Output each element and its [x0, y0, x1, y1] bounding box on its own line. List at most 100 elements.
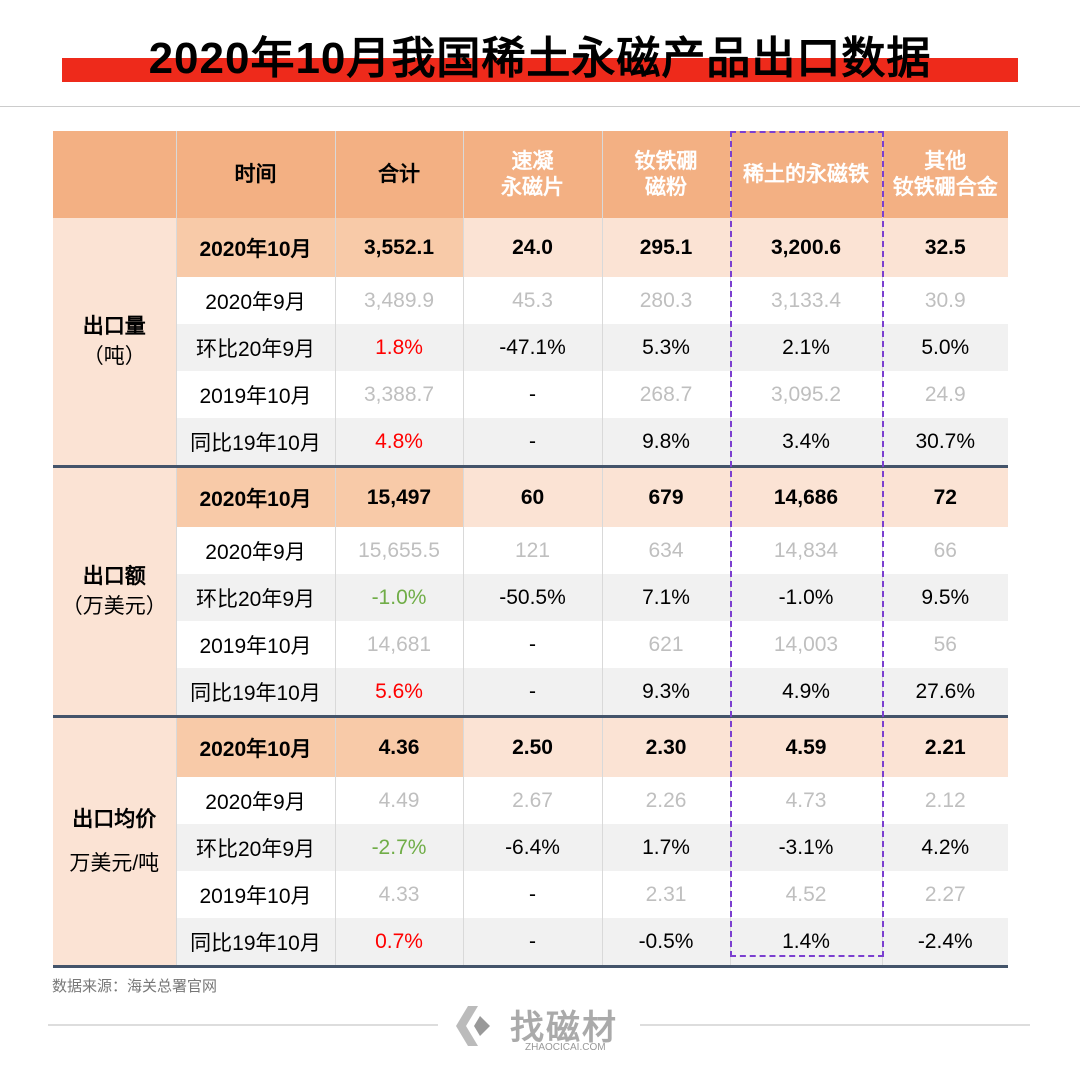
value-cell: -: [462, 418, 602, 468]
value-cell: 621: [601, 621, 730, 668]
value-cell: -2.7%: [334, 824, 463, 871]
value-cell: 3,552.1: [334, 218, 463, 277]
value-cell: 2.21: [881, 716, 1008, 777]
value-cell: 27.6%: [881, 668, 1008, 718]
value-cell: 60: [462, 466, 602, 527]
value-cell: 2.1%: [729, 324, 882, 371]
group-unit: （吨）: [82, 344, 146, 368]
value-cell: 14,003: [729, 621, 882, 668]
value-cell: 15,497: [334, 466, 463, 527]
time-cell: 2020年9月: [175, 277, 335, 324]
value-cell: -: [462, 621, 602, 668]
value-cell: -1.0%: [334, 574, 463, 621]
table-row: 2019年10月 3,388.7-268.7 3,095.2 24.9: [53, 371, 1008, 418]
value-cell: 14,834: [729, 527, 882, 574]
value-cell: -2.4%: [881, 918, 1008, 968]
value-cell: 2.27: [881, 871, 1008, 918]
value-cell: 3,133.4: [729, 277, 882, 324]
time-cell: 2020年10月: [175, 716, 335, 777]
time-cell: 2019年10月: [175, 371, 335, 418]
value-cell: 5.0%: [881, 324, 1008, 371]
value-cell: 30.9: [881, 277, 1008, 324]
value-cell: 1.7%: [601, 824, 730, 871]
time-cell: 2020年10月: [175, 218, 335, 277]
value-cell: 1.4%: [729, 918, 882, 968]
value-cell: -: [462, 668, 602, 718]
time-cell: 2020年10月: [175, 466, 335, 527]
group-title: 出口额: [82, 564, 146, 588]
group-label: 出口量 （吨）: [53, 218, 176, 468]
value-cell: 121: [462, 527, 602, 574]
time-cell: 2019年10月: [175, 871, 335, 918]
value-cell: 5.3%: [601, 324, 730, 371]
data-source: 数据来源：海关总署官网: [52, 978, 218, 995]
value-cell: 7.1%: [601, 574, 730, 621]
value-cell: 9.8%: [601, 418, 730, 468]
value-cell: -: [462, 918, 602, 968]
value-cell: -47.1%: [462, 324, 602, 371]
table-row: 2019年10月 4.33-2.31 4.52 2.27: [53, 871, 1008, 918]
value-cell: 9.3%: [601, 668, 730, 718]
value-cell: 24.0: [462, 218, 602, 277]
value-cell: 2.30: [601, 716, 730, 777]
table-row: 2020年9月 4.49 2.67 2.26 4.73 2.12: [53, 777, 1008, 824]
value-cell: 14,686: [729, 466, 882, 527]
value-cell: 3.4%: [729, 418, 882, 468]
value-cell: 15,655.5: [334, 527, 463, 574]
value-cell: 4.73: [729, 777, 882, 824]
logo-mark-icon: [456, 1006, 490, 1046]
group-title: 出口均价: [72, 807, 157, 831]
value-cell: 4.36: [334, 716, 463, 777]
value-cell: 5.6%: [334, 668, 463, 718]
column-header: 时间: [175, 131, 335, 218]
value-cell: 679: [601, 466, 730, 527]
value-cell: 634: [601, 527, 730, 574]
value-cell: 72: [881, 466, 1008, 527]
value-cell: 4.8%: [334, 418, 463, 468]
value-cell: 1.8%: [334, 324, 463, 371]
logo: 找磁材 ZHAOCICAI.COM: [450, 1000, 630, 1056]
value-cell: 3,489.9: [334, 277, 463, 324]
value-cell: 3,388.7: [334, 371, 463, 418]
table-row: 同比19年10月 4.8% -9.8% 3.4% 30.7%: [53, 418, 1008, 468]
table-row: 2020年9月 15,655.5 121 634 14,834 66: [53, 527, 1008, 574]
divider: [640, 1024, 1030, 1026]
time-cell: 2020年9月: [175, 527, 335, 574]
value-cell: -50.5%: [462, 574, 602, 621]
value-cell: 4.2%: [881, 824, 1008, 871]
value-cell: 45.3: [462, 277, 602, 324]
value-cell: 2.12: [881, 777, 1008, 824]
column-header: 稀土的永磁铁: [729, 131, 882, 218]
column-header: 速凝 永磁片: [462, 131, 602, 218]
table-row: 环比20年9月 -1.0% -50.5% 7.1% -1.0% 9.5%: [53, 574, 1008, 621]
value-cell: 56: [881, 621, 1008, 668]
page-title: 2020年10月我国稀土永磁产品出口数据: [148, 34, 932, 83]
time-cell: 同比19年10月: [175, 918, 335, 968]
time-cell: 2019年10月: [175, 621, 335, 668]
value-cell: 4.9%: [729, 668, 882, 718]
group-unit: （万美元）: [61, 594, 167, 618]
value-cell: -0.5%: [601, 918, 730, 968]
value-cell: 295.1: [601, 218, 730, 277]
table-row: 同比19年10月 0.7% - -0.5% 1.4% -2.4%: [53, 918, 1008, 968]
time-cell: 环比20年9月: [175, 324, 335, 371]
group-label: 出口均价 万美元/吨: [53, 716, 176, 968]
title-accent-bar: [62, 58, 1018, 82]
value-cell: -3.1%: [729, 824, 882, 871]
value-cell: 2.26: [601, 777, 730, 824]
value-cell: -1.0%: [729, 574, 882, 621]
group-label: 出口额 （万美元）: [53, 466, 176, 718]
logo-url: ZHAOCICAI.COM: [525, 1042, 606, 1053]
time-cell: 环比20年9月: [175, 574, 335, 621]
column-header: 合计: [334, 131, 463, 218]
value-cell: 32.5: [881, 218, 1008, 277]
logo-text: 找磁材: [510, 1009, 618, 1047]
value-cell: 66: [881, 527, 1008, 574]
table-row: 2020年9月 3,489.9 45.3 280.3 3,133.4 30.9: [53, 277, 1008, 324]
value-cell: 2.67: [462, 777, 602, 824]
table-row: 环比20年9月 1.8% -47.1% 5.3% 2.1% 5.0%: [53, 324, 1008, 371]
corner-cell: [53, 131, 176, 218]
value-cell: 14,681: [334, 621, 463, 668]
group-title: 出口量: [82, 314, 146, 338]
table-row: 出口量 （吨） 2020年10月 3,552.1 24.0 295.1 3,200.6 32.…: [53, 218, 1008, 468]
